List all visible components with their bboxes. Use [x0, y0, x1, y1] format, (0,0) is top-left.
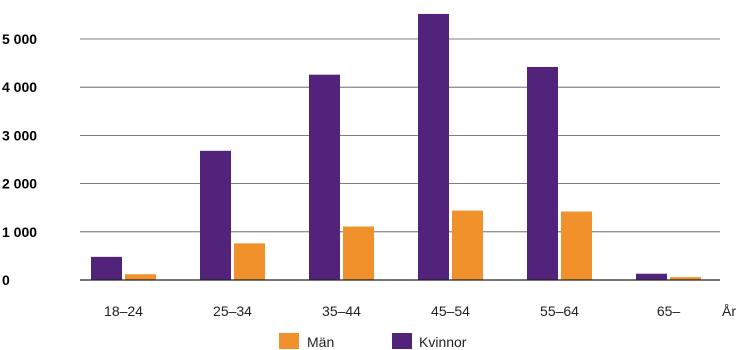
- bar-män-5: [670, 277, 701, 280]
- bar-män-2: [343, 226, 374, 280]
- x-tick-label: 45–54: [431, 303, 470, 319]
- y-axis-tick-labels: 0 1 000 2 000 3 000 4 000 5 000: [2, 31, 37, 288]
- x-axis-tick-labels: 18–24 25–34 35–44 45–54 55–64 65–: [104, 303, 680, 319]
- legend-label-kvinnor: Kvinnor: [419, 334, 467, 350]
- grid-lines: [80, 38, 720, 233]
- legend: Män Kvinnor: [279, 333, 467, 350]
- legend-label-män: Män: [307, 334, 334, 350]
- y-tick-label: 5 000: [2, 31, 37, 47]
- y-tick-label: 2 000: [2, 176, 37, 192]
- bar-kvinnor-4: [527, 66, 558, 281]
- y-tick-label: 4 000: [2, 79, 37, 95]
- x-axis-unit-label: År: [722, 303, 736, 319]
- bar-män-3: [452, 210, 483, 280]
- x-tick-label: 55–64: [540, 303, 579, 319]
- bar-män-1: [234, 243, 265, 280]
- x-tick-label: 18–24: [104, 303, 143, 319]
- bar-män-0: [125, 274, 156, 280]
- bar-kvinnor-1: [200, 150, 231, 280]
- x-tick-label: 65–: [657, 303, 681, 319]
- x-tick-label: 35–44: [322, 303, 361, 319]
- bar-kvinnor-2: [309, 74, 340, 280]
- y-tick-label: 3 000: [2, 127, 37, 143]
- bar-kvinnor-5: [636, 273, 667, 280]
- y-tick-label: 0: [2, 272, 10, 288]
- x-tick-label: 25–34: [213, 303, 252, 319]
- y-tick-label: 1 000: [2, 224, 37, 240]
- legend-swatch-män: [279, 333, 299, 349]
- bar-män-4: [561, 211, 592, 280]
- legend-swatch-kvinnor: [392, 333, 412, 349]
- bar-kvinnor-0: [91, 256, 122, 280]
- bars: [91, 13, 701, 281]
- bar-kvinnor-3: [418, 13, 449, 280]
